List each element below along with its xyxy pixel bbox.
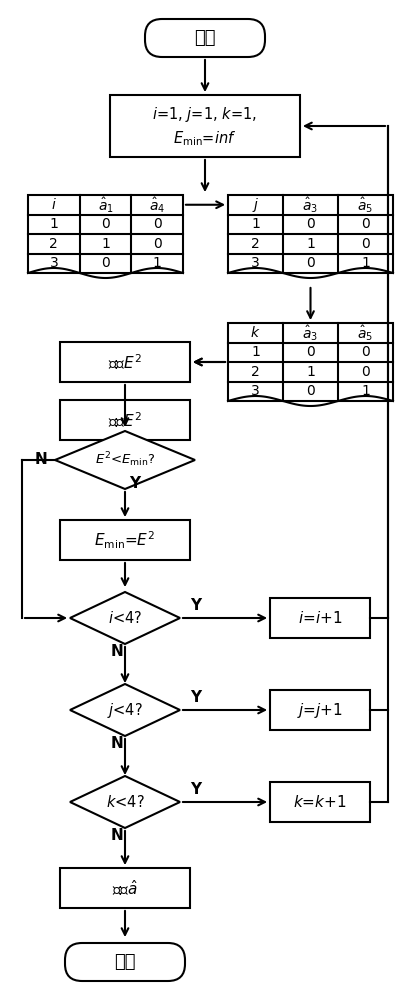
Text: N: N <box>110 736 123 752</box>
FancyBboxPatch shape <box>65 943 184 981</box>
Bar <box>270 690 369 730</box>
Text: $E_{\mathrm{min}}$=$inf$: $E_{\mathrm{min}}$=$inf$ <box>173 130 236 148</box>
Bar <box>60 868 189 908</box>
Bar <box>28 195 182 273</box>
Text: $k$: $k$ <box>249 325 260 340</box>
Text: 2: 2 <box>49 237 58 251</box>
Text: 3: 3 <box>250 256 259 270</box>
Text: 0: 0 <box>360 217 369 231</box>
Text: 1: 1 <box>360 256 369 270</box>
Text: 计算$E^2$: 计算$E^2$ <box>108 410 142 430</box>
Text: 0: 0 <box>306 345 314 359</box>
Text: 1: 1 <box>153 256 161 270</box>
Text: 0: 0 <box>306 384 314 398</box>
Text: $\hat{a}_3$: $\hat{a}_3$ <box>302 323 318 343</box>
Text: 0: 0 <box>306 217 314 231</box>
FancyBboxPatch shape <box>145 19 264 57</box>
Text: $\hat{a}_4$: $\hat{a}_4$ <box>149 195 165 215</box>
Polygon shape <box>70 592 180 644</box>
Text: $\hat{a}_5$: $\hat{a}_5$ <box>357 195 373 215</box>
Text: $\hat{a}_5$: $\hat{a}_5$ <box>357 323 373 343</box>
Text: 2: 2 <box>250 237 259 251</box>
Text: $\hat{a}_1$: $\hat{a}_1$ <box>97 195 113 215</box>
Text: 1: 1 <box>101 237 110 251</box>
Bar <box>270 598 369 638</box>
Text: 2: 2 <box>250 365 259 379</box>
Text: Y: Y <box>190 690 201 706</box>
Text: $E_{\mathrm{min}}$=$E^2$: $E_{\mathrm{min}}$=$E^2$ <box>94 529 155 551</box>
Text: 1: 1 <box>305 365 314 379</box>
Bar <box>270 782 369 822</box>
Bar <box>227 195 392 273</box>
Text: 0: 0 <box>153 237 161 251</box>
Text: 1: 1 <box>360 384 369 398</box>
Text: 0: 0 <box>360 237 369 251</box>
Text: $k$<4?: $k$<4? <box>106 794 144 810</box>
Text: 结束: 结束 <box>114 953 135 971</box>
Text: $E^2$<$E_{\mathrm{min}}$?: $E^2$<$E_{\mathrm{min}}$? <box>94 451 155 469</box>
Text: 0: 0 <box>306 256 314 270</box>
Text: 0: 0 <box>153 217 161 231</box>
Text: 1: 1 <box>250 217 259 231</box>
Text: $i$: $i$ <box>51 197 56 212</box>
Text: 输出$\hat{a}$: 输出$\hat{a}$ <box>112 878 138 898</box>
Text: 0: 0 <box>101 256 110 270</box>
Text: N: N <box>34 452 47 468</box>
Text: $k$=$k$+1: $k$=$k$+1 <box>292 794 346 810</box>
Polygon shape <box>55 431 195 489</box>
Text: 0: 0 <box>360 345 369 359</box>
Bar <box>60 400 189 440</box>
Polygon shape <box>70 776 180 828</box>
Text: 开始: 开始 <box>194 29 215 47</box>
Text: Y: Y <box>190 598 201 613</box>
Bar <box>60 520 189 560</box>
Text: 计算$E^2$: 计算$E^2$ <box>108 352 142 372</box>
Text: 1: 1 <box>305 237 314 251</box>
Text: $j$<4?: $j$<4? <box>107 700 143 720</box>
Text: $i$<4?: $i$<4? <box>108 610 142 626</box>
Text: $j$=$j$+1: $j$=$j$+1 <box>296 700 342 720</box>
Text: $i$=1, $j$=1, $k$=1,: $i$=1, $j$=1, $k$=1, <box>152 105 257 124</box>
Text: $i$=$i$+1: $i$=$i$+1 <box>297 610 341 626</box>
Text: N: N <box>110 828 123 844</box>
Bar <box>60 342 189 382</box>
Text: $\hat{a}_3$: $\hat{a}_3$ <box>302 195 318 215</box>
Bar <box>110 95 299 157</box>
Text: 0: 0 <box>360 365 369 379</box>
Bar <box>227 323 392 401</box>
Polygon shape <box>70 684 180 736</box>
Text: 1: 1 <box>250 345 259 359</box>
Text: 3: 3 <box>250 384 259 398</box>
Text: 1: 1 <box>49 217 58 231</box>
Text: Y: Y <box>190 782 201 798</box>
Text: $j$: $j$ <box>251 196 258 214</box>
Text: N: N <box>110 645 123 660</box>
Text: 0: 0 <box>101 217 110 231</box>
Text: 3: 3 <box>49 256 58 270</box>
Text: Y: Y <box>129 476 140 490</box>
